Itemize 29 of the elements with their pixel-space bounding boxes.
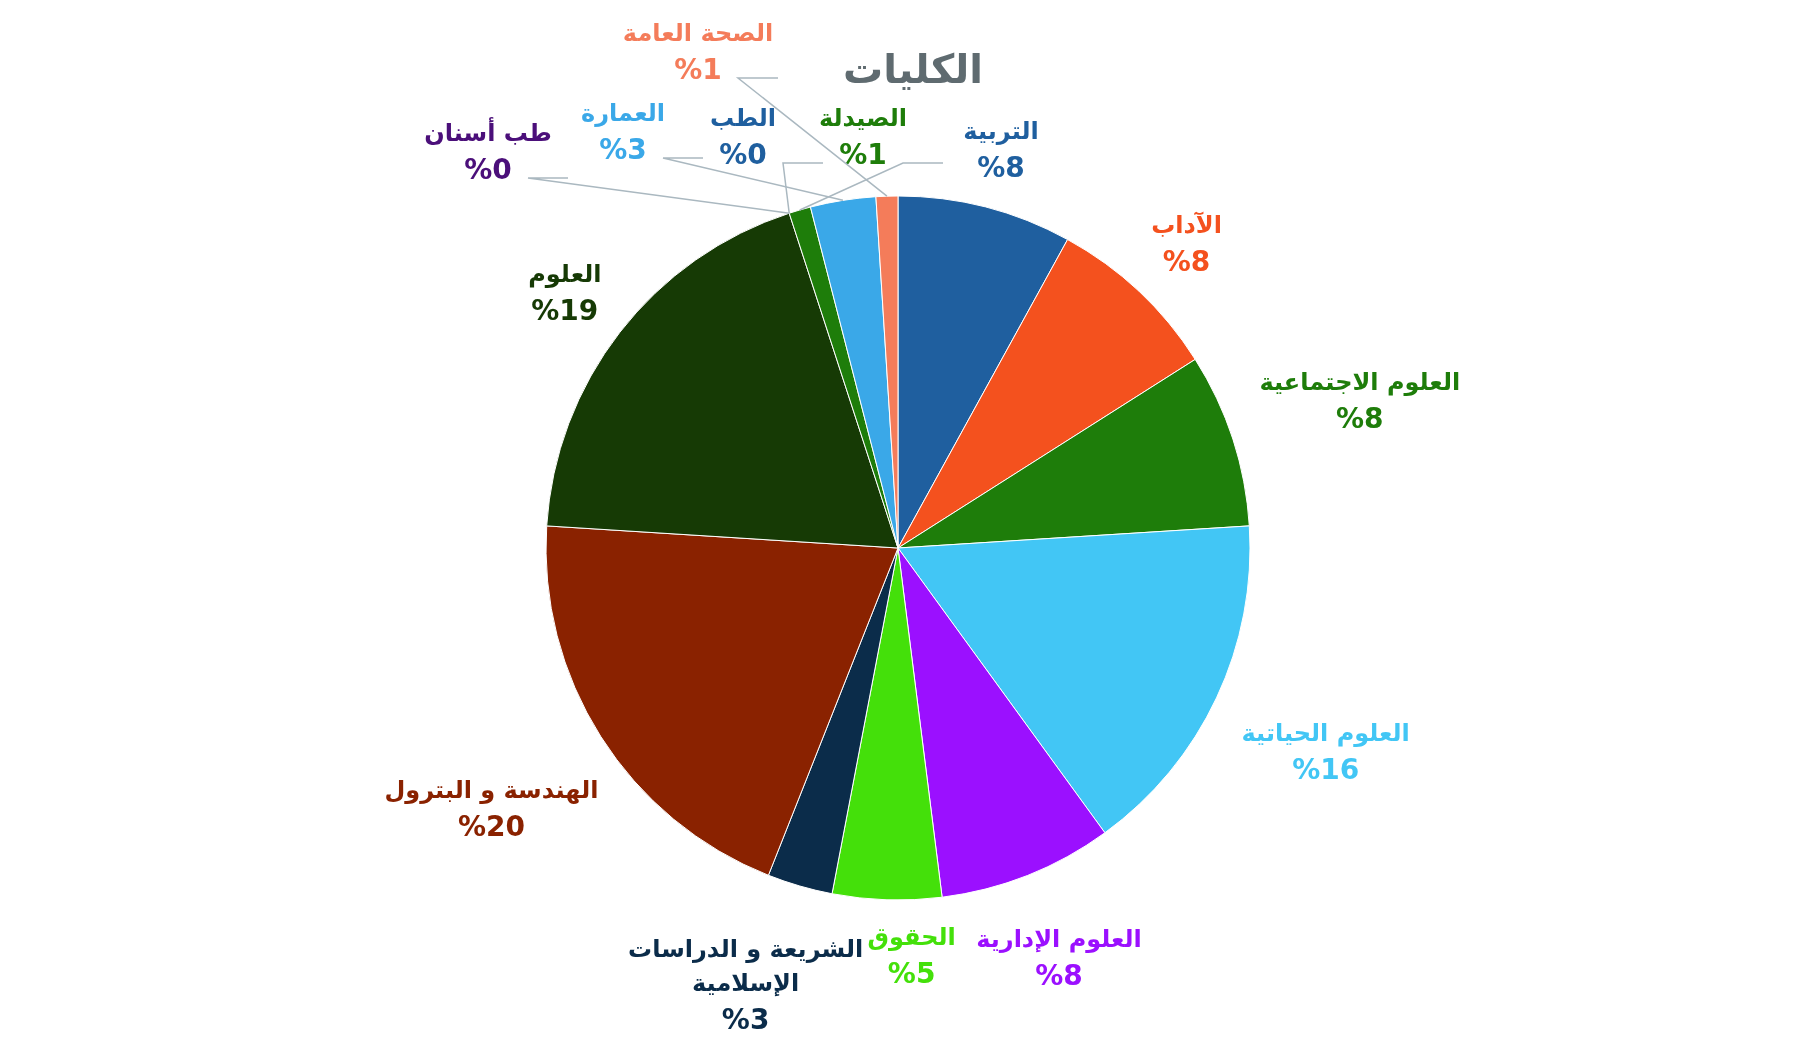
category-label: طب أسنان — [424, 119, 552, 147]
text: %0 — [719, 138, 767, 171]
slice-label: التربية — [963, 116, 1039, 145]
data-label: %19 — [531, 293, 599, 327]
slice-label: العمارة — [581, 99, 665, 127]
slice-label: الحقوق — [867, 923, 956, 952]
data-label: %8 — [1336, 401, 1384, 435]
slice-label: العلوم الحياتية — [1241, 719, 1410, 748]
text: %0 — [464, 153, 512, 186]
slice-label: العلوم — [528, 259, 602, 288]
data-label: %20 — [457, 810, 525, 844]
slice-label: الآداب — [1151, 210, 1222, 239]
data-label: %8 — [977, 150, 1025, 184]
data-label: %5 — [887, 957, 936, 991]
slice-label: الصحة العامة — [622, 19, 774, 47]
data-label: %1 — [674, 53, 722, 86]
data-label: %3 — [599, 133, 647, 166]
data-label: %16 — [1292, 753, 1360, 787]
slice-label: الصيدلة — [818, 104, 908, 132]
text: الكليات — [843, 46, 983, 92]
data-label: %3 — [721, 1002, 770, 1036]
data-label: %1 — [839, 138, 887, 171]
data-label: %8 — [1162, 244, 1211, 278]
slice-label: الشريعة و الدراسات الإسلامية — [628, 934, 864, 997]
slice-label: الهندسة و البترول — [384, 776, 599, 805]
slice-label: العلوم الاجتماعية — [1259, 367, 1461, 396]
slice-label: العلوم الإدارية — [976, 924, 1142, 953]
category-label: الطب — [709, 104, 777, 132]
data-label: %8 — [1035, 958, 1083, 992]
